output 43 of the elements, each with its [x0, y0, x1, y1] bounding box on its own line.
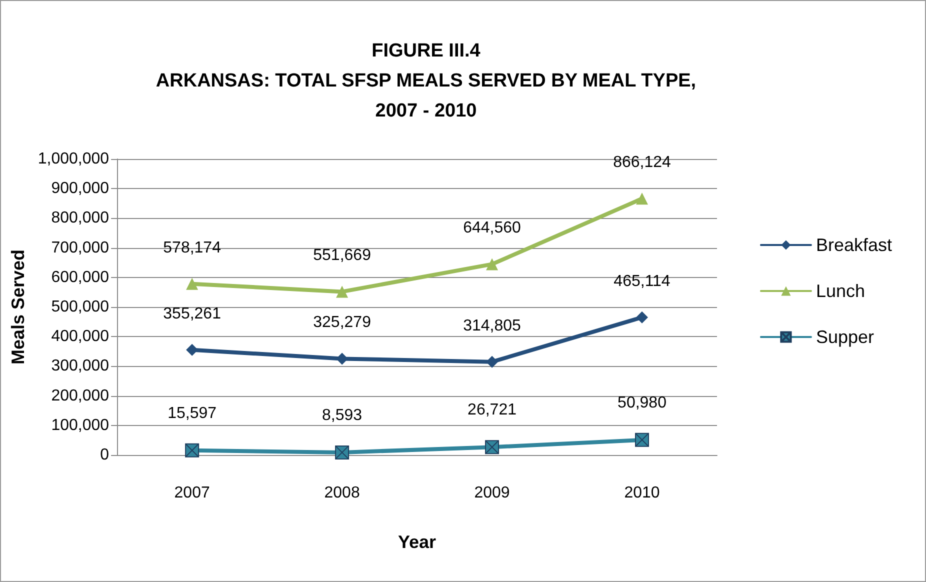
y-tick-label: 100,000 [51, 416, 110, 434]
data-label: 15,597 [168, 404, 217, 422]
point [635, 432, 650, 447]
data-label: 578,174 [163, 239, 222, 256]
y-tick-label: 200,000 [51, 387, 110, 404]
y-tick-label: 500,000 [51, 298, 110, 316]
data-label: 551,669 [313, 247, 372, 264]
chart-title: FIGURE III.4 ARKANSAS: TOTAL SFSP MEALS SERVED BY MEAL TYPE, 2007 - 2010 [156, 40, 696, 122]
data-label: 8,593 [322, 406, 362, 424]
point [185, 443, 200, 458]
y-tick-label: 0 [100, 446, 110, 464]
y-tick-label: 400,000 [51, 328, 110, 346]
y-tick-label: 600,000 [51, 268, 110, 286]
data-label: 866,124 [613, 154, 672, 172]
x-tick-label: 2010 [624, 484, 660, 502]
y-tick-label: 1,000,000 [38, 150, 110, 168]
x-tick-label: 2009 [474, 484, 510, 502]
x-tick-label: 2007 [174, 484, 210, 502]
point [636, 311, 648, 324]
y-axis-title: Meals Served [8, 249, 28, 365]
point [485, 440, 500, 454]
point [335, 445, 350, 460]
x-tick-label: 2008 [324, 484, 360, 502]
data-label: 26,721 [468, 402, 517, 419]
point [486, 258, 498, 270]
legend-label: Supper [816, 327, 874, 347]
point [336, 286, 348, 298]
x-axis-title: Year [398, 532, 436, 552]
point [186, 278, 198, 290]
data-label: 465,114 [614, 272, 670, 290]
data-label: 50,980 [618, 394, 667, 412]
y-tick-label: 800,000 [51, 210, 110, 227]
data-label: 355,261 [163, 305, 222, 322]
y-tick-label: 300,000 [51, 358, 110, 375]
legend-label: Lunch [816, 281, 866, 301]
y-tick-label: 900,000 [51, 180, 110, 198]
point [636, 192, 648, 205]
legend-label: Breakfast [816, 235, 892, 255]
data-label: 314,805 [463, 317, 522, 334]
data-label: 644,560 [463, 220, 522, 237]
data-label: 325,279 [313, 314, 372, 332]
y-tick-label: 700,000 [51, 239, 110, 256]
point [486, 356, 498, 368]
